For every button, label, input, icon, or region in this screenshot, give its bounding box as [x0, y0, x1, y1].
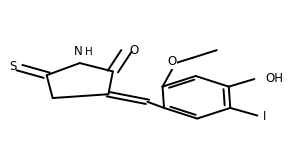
Text: S: S	[9, 60, 17, 73]
Text: I: I	[263, 110, 266, 123]
Text: OH: OH	[265, 72, 283, 85]
Text: H: H	[85, 47, 93, 57]
Text: O: O	[129, 44, 138, 57]
Text: O: O	[167, 55, 176, 68]
Text: N: N	[74, 45, 83, 58]
